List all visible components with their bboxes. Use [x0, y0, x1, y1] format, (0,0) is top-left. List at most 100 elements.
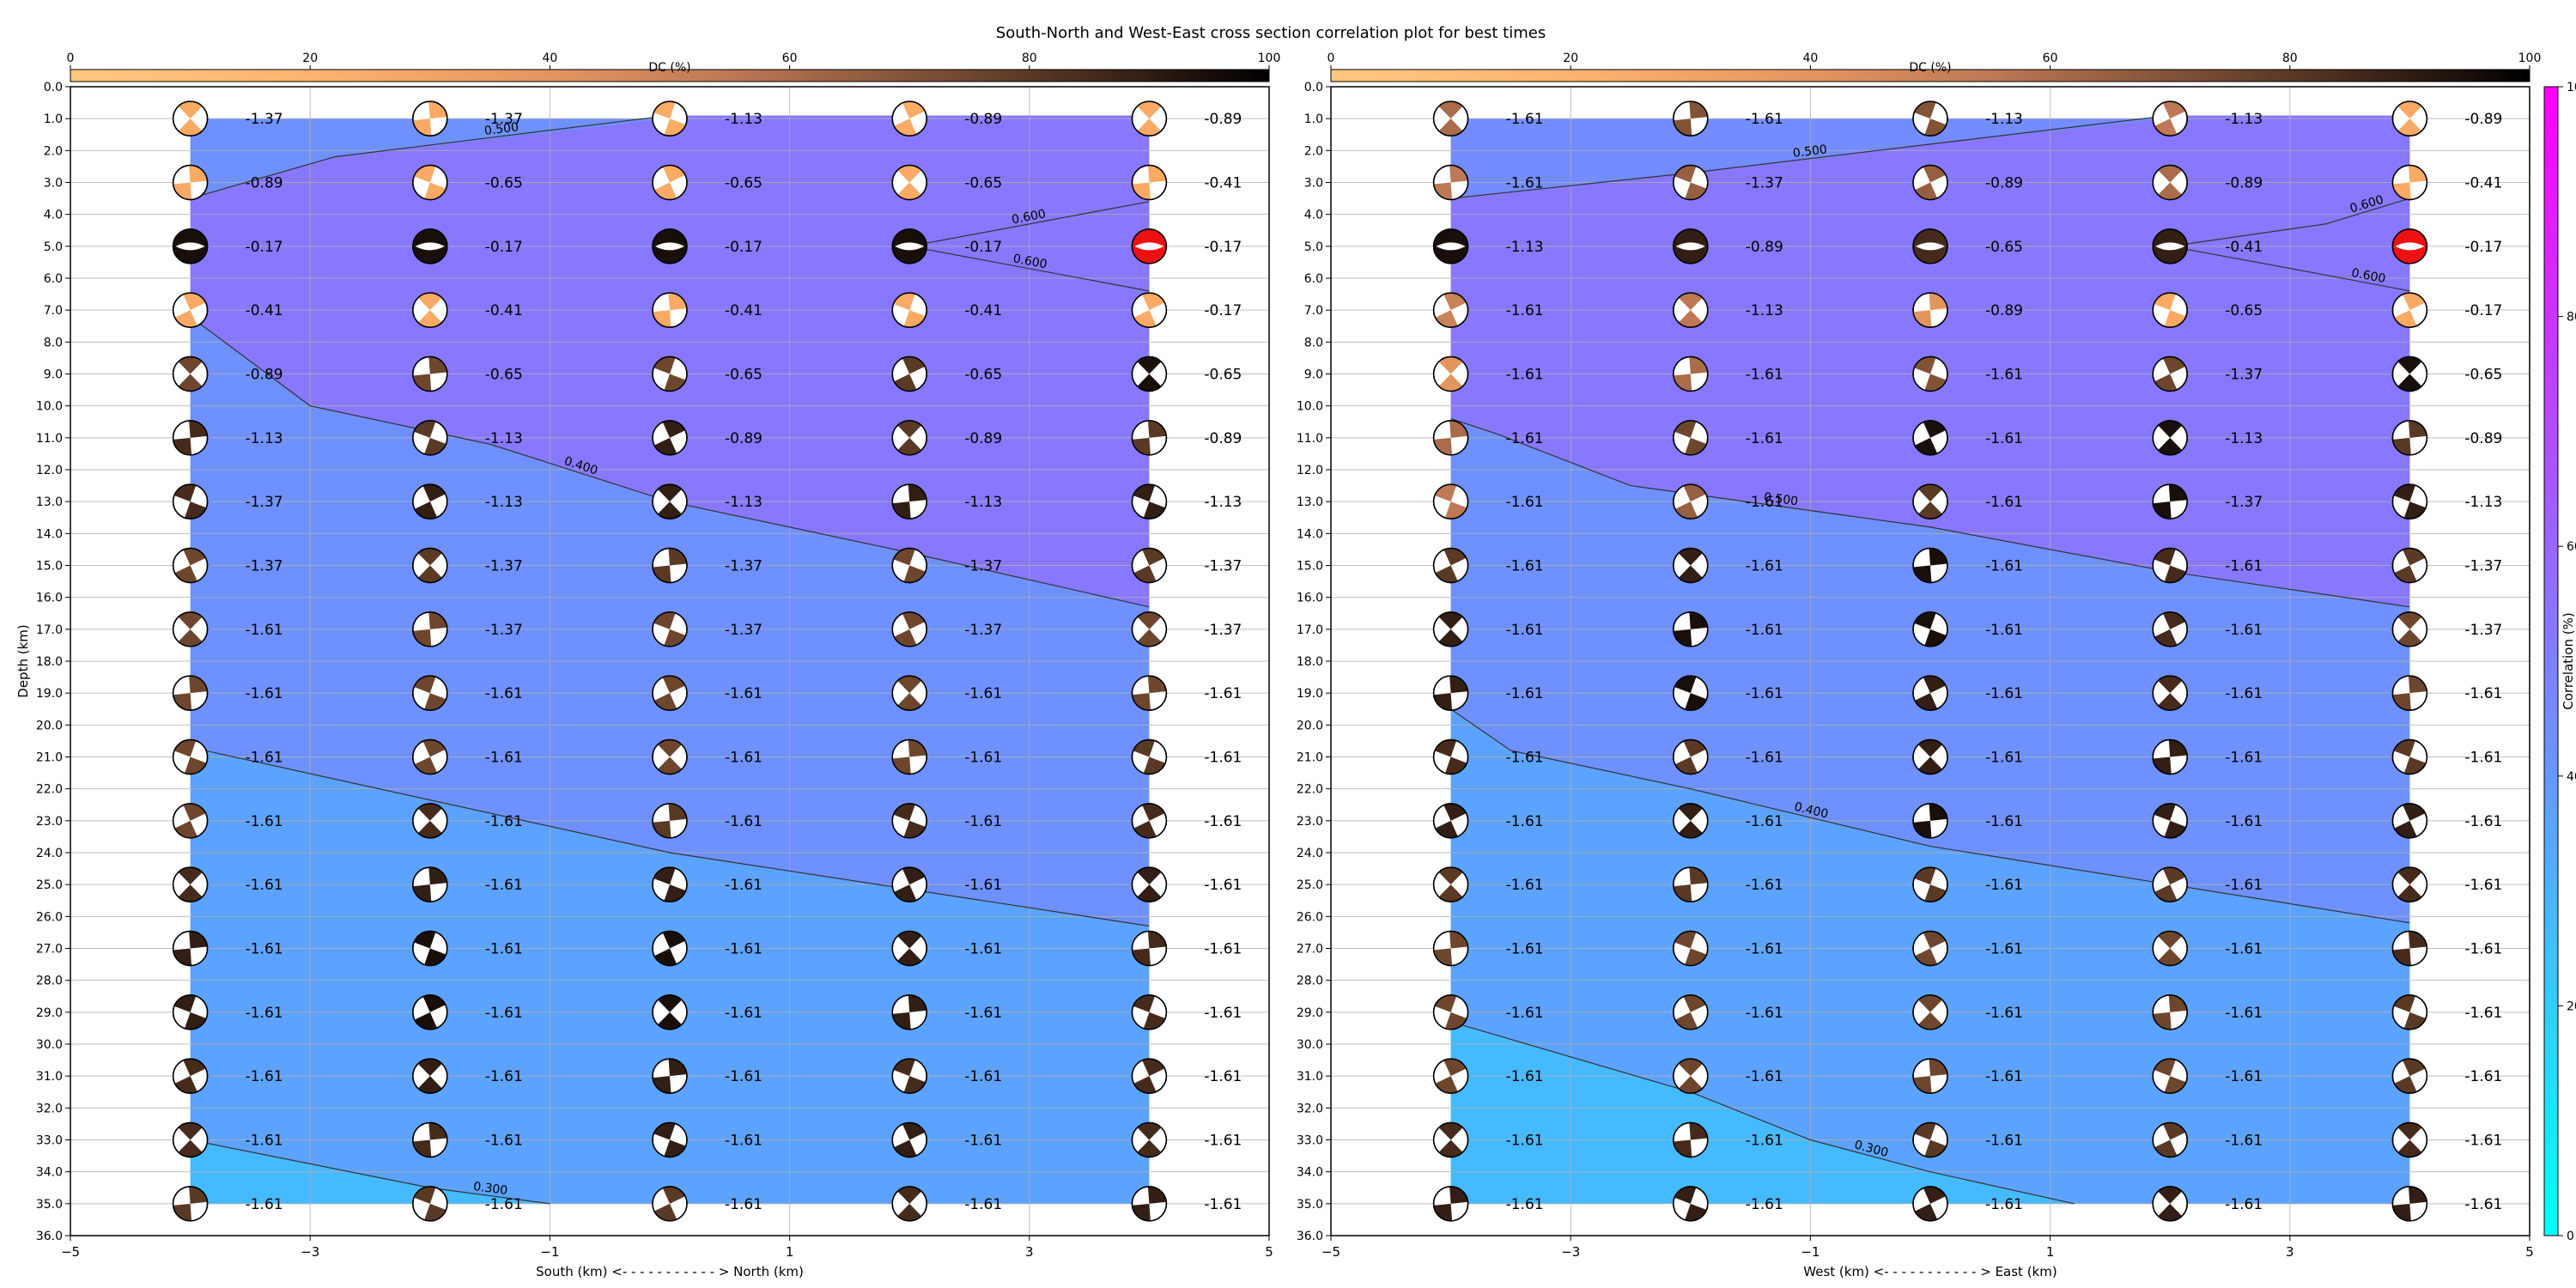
time-label: -0.89	[1204, 430, 1242, 447]
contour-label: 0.600	[1011, 207, 1047, 227]
beachball	[1673, 547, 1709, 584]
time-label: -1.61	[1506, 494, 1544, 511]
beachball	[172, 100, 209, 137]
contour-label: 0.500	[1792, 143, 1828, 161]
beachball	[1673, 100, 1709, 137]
time-label: -1.37	[2225, 494, 2263, 511]
beachball	[1131, 1121, 1168, 1158]
time-label: -1.61	[1506, 1005, 1544, 1022]
beachball	[2391, 866, 2428, 902]
time-label: -1.61	[1506, 111, 1544, 128]
x-tick-label: −5	[1321, 1244, 1340, 1260]
time-label: -0.89	[964, 430, 1002, 447]
y-axis-label: Depth (km)	[15, 624, 31, 697]
beachball	[172, 420, 209, 456]
beachball	[172, 930, 209, 967]
time-label: -1.61	[1204, 1133, 1242, 1150]
y-tick-label: 2.0	[44, 144, 63, 158]
time-label: -1.61	[964, 750, 1002, 767]
time-label: -1.61	[246, 941, 283, 958]
beachball	[1432, 547, 1469, 584]
time-label: -0.89	[2225, 175, 2263, 192]
beachball	[172, 675, 209, 711]
y-tick-label: 24.0	[1297, 847, 1323, 860]
beachball	[891, 164, 927, 201]
time-label: -1.61	[1746, 111, 1783, 128]
time-label: -1.13	[1506, 239, 1544, 256]
time-label: -1.61	[964, 877, 1002, 894]
time-label: -1.61	[246, 750, 283, 767]
time-label: -1.61	[1985, 558, 2023, 575]
beachball	[2152, 866, 2188, 902]
time-label: -1.61	[725, 941, 762, 958]
beachball	[1131, 420, 1168, 456]
beachball	[2391, 483, 2428, 519]
time-label: -1.61	[1506, 685, 1544, 702]
beachball	[652, 355, 688, 392]
time-label: -1.61	[725, 1005, 762, 1022]
y-tick-label: 1.0	[44, 112, 63, 126]
beachball	[1131, 355, 1168, 392]
beachball	[1912, 994, 1948, 1030]
y-tick-label: 5.0	[44, 240, 63, 254]
beachball	[412, 228, 448, 264]
time-label: -1.37	[246, 494, 283, 511]
time-label: -0.17	[1204, 239, 1242, 256]
beachball	[172, 1058, 209, 1094]
contour-line	[1450, 1021, 2075, 1205]
beachball	[1673, 611, 1709, 647]
y-tick-label: 6.0	[1304, 272, 1323, 286]
time-label: -1.61	[2225, 750, 2263, 767]
beachball	[2152, 164, 2188, 201]
time-label: -1.37	[725, 558, 762, 575]
beachball	[172, 483, 209, 519]
x-tick-label: −1	[1801, 1244, 1820, 1260]
time-label: -1.61	[485, 1133, 523, 1150]
y-tick-label: 12.0	[1297, 464, 1323, 477]
time-label: -1.37	[1204, 558, 1242, 575]
time-label: -1.61	[964, 941, 1002, 958]
beachball	[891, 483, 927, 519]
beachball	[2152, 611, 2188, 647]
time-label: -1.61	[2464, 685, 2502, 702]
x-tick-label: 5	[2525, 1244, 2534, 1260]
y-tick-label: 22.0	[36, 783, 63, 797]
time-label: -1.61	[2464, 813, 2502, 830]
time-label: -0.89	[246, 367, 283, 384]
time-label: -1.61	[485, 1005, 523, 1022]
time-label: -1.61	[1985, 941, 2023, 958]
beachball	[1432, 866, 1469, 902]
time-label: -0.65	[725, 175, 762, 192]
corr-tick-label: 100	[2567, 81, 2576, 94]
y-tick-label: 33.0	[36, 1134, 63, 1148]
time-label: -1.61	[1746, 750, 1783, 767]
time-label: -1.37	[725, 622, 762, 639]
time-label: -1.61	[725, 750, 762, 767]
beachball	[1432, 100, 1469, 137]
time-label: -1.37	[2225, 367, 2263, 384]
beachball	[172, 1121, 209, 1158]
panel-south-north: 0.5000.4000.6000.6000.4000.300-1.37-1.37…	[15, 52, 1280, 1279]
beachball	[2391, 994, 2428, 1030]
contour-line	[190, 316, 1150, 608]
beachball	[891, 1121, 927, 1158]
y-tick-label: 36.0	[1297, 1230, 1323, 1243]
y-tick-label: 22.0	[1297, 783, 1323, 797]
time-label: -0.89	[1985, 175, 2023, 192]
time-label: -0.65	[485, 367, 523, 384]
time-label: -1.61	[1506, 877, 1544, 894]
y-tick-label: 8.0	[1304, 336, 1323, 349]
time-label: -1.37	[964, 558, 1002, 575]
time-label: -1.61	[246, 813, 283, 830]
beachball	[1912, 1058, 1948, 1094]
time-label: -1.61	[1985, 1133, 2023, 1150]
time-label: -1.61	[2464, 750, 2502, 767]
time-label: -0.41	[2225, 239, 2263, 256]
beachball	[2152, 994, 2188, 1030]
y-tick-label: 5.0	[1304, 240, 1323, 254]
time-label: -1.61	[2225, 813, 2263, 830]
y-tick-label: 23.0	[36, 815, 63, 829]
time-label: -1.61	[1506, 302, 1544, 319]
time-label: -1.61	[1985, 685, 2023, 702]
beachball	[1673, 1058, 1709, 1094]
